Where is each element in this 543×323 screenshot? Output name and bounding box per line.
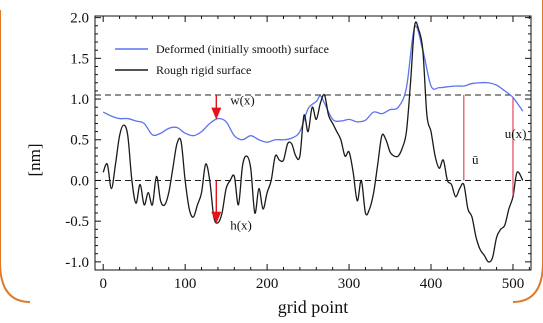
series-line-deformed: [102, 25, 524, 143]
x-tick-label-3: 300: [338, 276, 361, 292]
arrow-head-0: [211, 107, 222, 120]
annotation-2: u(x): [505, 126, 527, 141]
annotation-3: ū: [472, 152, 479, 167]
series-layer: [102, 21, 524, 263]
plot-area: [94, 15, 532, 271]
legend: Deformed (initially smooth) surface Roug…: [115, 42, 329, 77]
markers-layer: w(x) h(x) u(x) ū: [211, 93, 527, 232]
reference-lines: [95, 94, 531, 181]
x-tick-label-5: 500: [502, 276, 525, 292]
x-tick-label-2: 200: [256, 276, 279, 292]
arrow-head-1: [211, 211, 222, 224]
x-tick-label-4: 400: [420, 276, 443, 292]
annotation-1: h(x): [230, 217, 252, 232]
series-line-rough: [102, 21, 524, 263]
ticks-layer: 0 100 200 300 400 500 2.0 1.5 1.0 0.5 0.0 -0.5 -1.0: [65, 11, 531, 292]
y-tick-label-0: 2.0: [70, 11, 89, 27]
y-axis-title: [nm]: [25, 143, 44, 176]
x-tick-label-0: 0: [99, 276, 107, 292]
y-tick-label-2: 1.0: [70, 92, 89, 108]
y-tick-label-5: -0.5: [65, 214, 89, 230]
y-tick-label-1: 1.5: [70, 51, 89, 67]
x-tick-label-1: 100: [174, 276, 197, 292]
x-axis-title: grid point: [278, 297, 349, 317]
annotation-0: w(x): [230, 93, 255, 108]
legend-label-deformed: Deformed (initially smooth) surface: [156, 42, 329, 56]
y-tick-label-4: 0.0: [70, 173, 89, 189]
legend-label-rough: Rough rigid surface: [156, 63, 251, 77]
y-tick-label-3: 0.5: [70, 133, 89, 149]
y-tick-label-6: -1.0: [65, 255, 89, 271]
